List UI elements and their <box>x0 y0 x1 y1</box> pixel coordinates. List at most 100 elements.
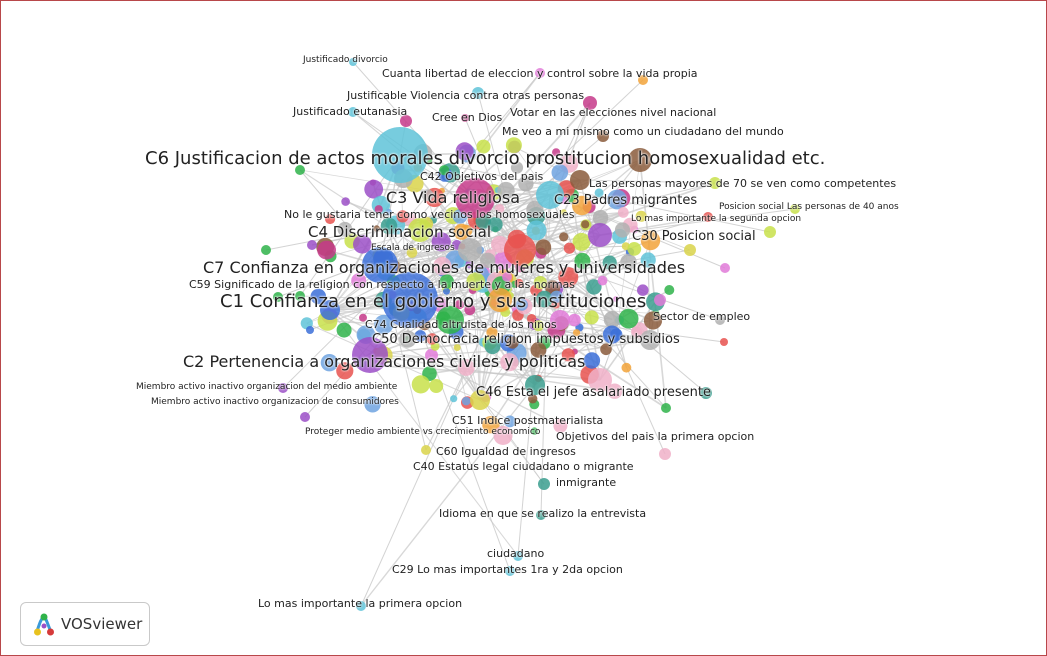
network-node[interactable] <box>764 226 776 238</box>
network-node[interactable] <box>455 178 495 218</box>
node-label[interactable]: Justificado eutanasia <box>293 105 408 118</box>
network-node[interactable] <box>306 326 314 334</box>
network-node[interactable] <box>396 210 409 223</box>
node-label[interactable]: C4 Discriminacion social <box>308 223 492 241</box>
network-node[interactable] <box>500 353 519 372</box>
network-node[interactable] <box>426 333 438 345</box>
network-node[interactable] <box>551 164 569 181</box>
network-node[interactable] <box>613 296 620 303</box>
network-node[interactable] <box>414 330 427 342</box>
node-label[interactable]: C42 Objetivos del pais <box>420 170 544 183</box>
network-node[interactable] <box>709 177 721 189</box>
network-node[interactable] <box>400 115 412 127</box>
network-node[interactable] <box>617 207 629 218</box>
network-node[interactable] <box>654 294 666 306</box>
network-node[interactable] <box>443 287 450 295</box>
network-node[interactable] <box>295 291 305 301</box>
node-label[interactable]: C3 Vida religiosa <box>386 188 521 207</box>
network-node[interactable] <box>631 326 643 338</box>
network-node[interactable] <box>373 225 380 232</box>
network-node[interactable] <box>300 412 310 422</box>
network-node[interactable] <box>561 348 575 362</box>
network-node[interactable] <box>568 313 581 327</box>
network-node[interactable] <box>465 260 474 269</box>
node-label[interactable]: C23 Padres migrantes <box>554 193 698 208</box>
network-node[interactable] <box>399 330 417 348</box>
node-label[interactable]: Objetivos del pais la primera opcion <box>556 430 755 443</box>
network-node[interactable] <box>664 285 675 295</box>
network-node[interactable] <box>513 551 523 561</box>
network-node[interactable] <box>461 396 471 406</box>
network-node[interactable] <box>530 427 539 435</box>
network-node[interactable] <box>458 359 475 376</box>
network-node[interactable] <box>559 232 569 242</box>
node-label[interactable]: Proteger medio ambiente vs crecimiento e… <box>305 427 541 437</box>
node-label[interactable]: No le gustaria tener como vecinos los ho… <box>284 208 575 221</box>
network-node[interactable] <box>460 224 473 237</box>
network-node[interactable] <box>643 311 663 330</box>
network-node[interactable] <box>602 255 617 270</box>
network-node[interactable] <box>429 379 444 393</box>
node-label[interactable]: C50 Democracia religion impuestos y subs… <box>372 332 680 347</box>
network-node[interactable] <box>550 310 570 330</box>
node-label[interactable]: Me veo a mi mismo como un ciudadano del … <box>502 125 784 138</box>
network-node[interactable] <box>439 165 450 176</box>
network-node[interactable] <box>374 314 394 335</box>
node-label[interactable]: Miembro activo inactivo organizacion de … <box>151 397 399 407</box>
network-node[interactable] <box>431 232 451 252</box>
network-node[interactable] <box>325 213 336 225</box>
network-node[interactable] <box>586 279 602 295</box>
network-node[interactable] <box>454 299 465 310</box>
network-node[interactable] <box>505 137 522 154</box>
network-node[interactable] <box>535 239 552 255</box>
network-node[interactable] <box>310 288 327 305</box>
node-label[interactable]: C7 Confianza en organizaciones de mujere… <box>203 258 686 277</box>
network-node[interactable] <box>536 290 553 308</box>
network-node[interactable] <box>536 510 546 520</box>
network-node[interactable] <box>534 154 542 163</box>
network-node[interactable] <box>514 278 524 288</box>
network-node[interactable] <box>620 253 637 271</box>
network-node[interactable] <box>635 210 647 222</box>
network-node[interactable] <box>618 308 639 329</box>
node-label[interactable]: Lo mas importante la primera opcion <box>258 597 463 610</box>
network-node[interactable] <box>497 181 515 200</box>
network-node[interactable] <box>464 304 476 316</box>
network-node[interactable] <box>385 208 392 216</box>
network-node[interactable] <box>349 58 357 66</box>
network-node[interactable] <box>425 348 438 362</box>
network-node[interactable] <box>572 232 591 251</box>
network-node[interactable] <box>640 330 660 350</box>
node-layer[interactable] <box>261 58 800 611</box>
network-node[interactable] <box>504 281 513 290</box>
network-node[interactable] <box>353 235 372 254</box>
network-node[interactable] <box>572 195 592 216</box>
network-node[interactable] <box>550 290 563 303</box>
network-node[interactable] <box>351 273 367 289</box>
node-label[interactable]: inmigrante <box>556 476 617 489</box>
network-node[interactable] <box>504 234 536 266</box>
network-node[interactable] <box>406 247 418 258</box>
network-node[interactable] <box>621 362 632 373</box>
node-label[interactable]: Idioma en que se realizo la entrevista <box>439 507 647 520</box>
node-label[interactable]: C51 Indice postmaterialista <box>452 414 604 427</box>
network-node[interactable] <box>466 272 486 291</box>
network-node[interactable] <box>640 252 656 268</box>
node-label[interactable]: Lo mas importante la segunda opcion <box>631 214 802 224</box>
node-label[interactable]: C74 Cualidad altruista de los ninos <box>365 318 557 331</box>
network-node[interactable] <box>476 139 491 154</box>
network-node[interactable] <box>504 415 516 428</box>
network-node[interactable] <box>638 75 648 85</box>
network-node[interactable] <box>570 170 590 190</box>
network-node[interactable] <box>372 127 428 183</box>
network-node[interactable] <box>684 244 696 256</box>
network-node[interactable] <box>352 337 388 373</box>
node-label[interactable]: C40 Estatus legal ciudadano o migrante <box>413 460 634 473</box>
network-node[interactable] <box>640 230 661 251</box>
network-node[interactable] <box>450 395 458 403</box>
network-node[interactable] <box>720 263 730 273</box>
network-node[interactable] <box>594 188 604 198</box>
network-node[interactable] <box>439 274 454 289</box>
node-label[interactable]: Las personas mayores de 70 se ven como c… <box>589 177 897 190</box>
network-node[interactable] <box>421 189 434 202</box>
